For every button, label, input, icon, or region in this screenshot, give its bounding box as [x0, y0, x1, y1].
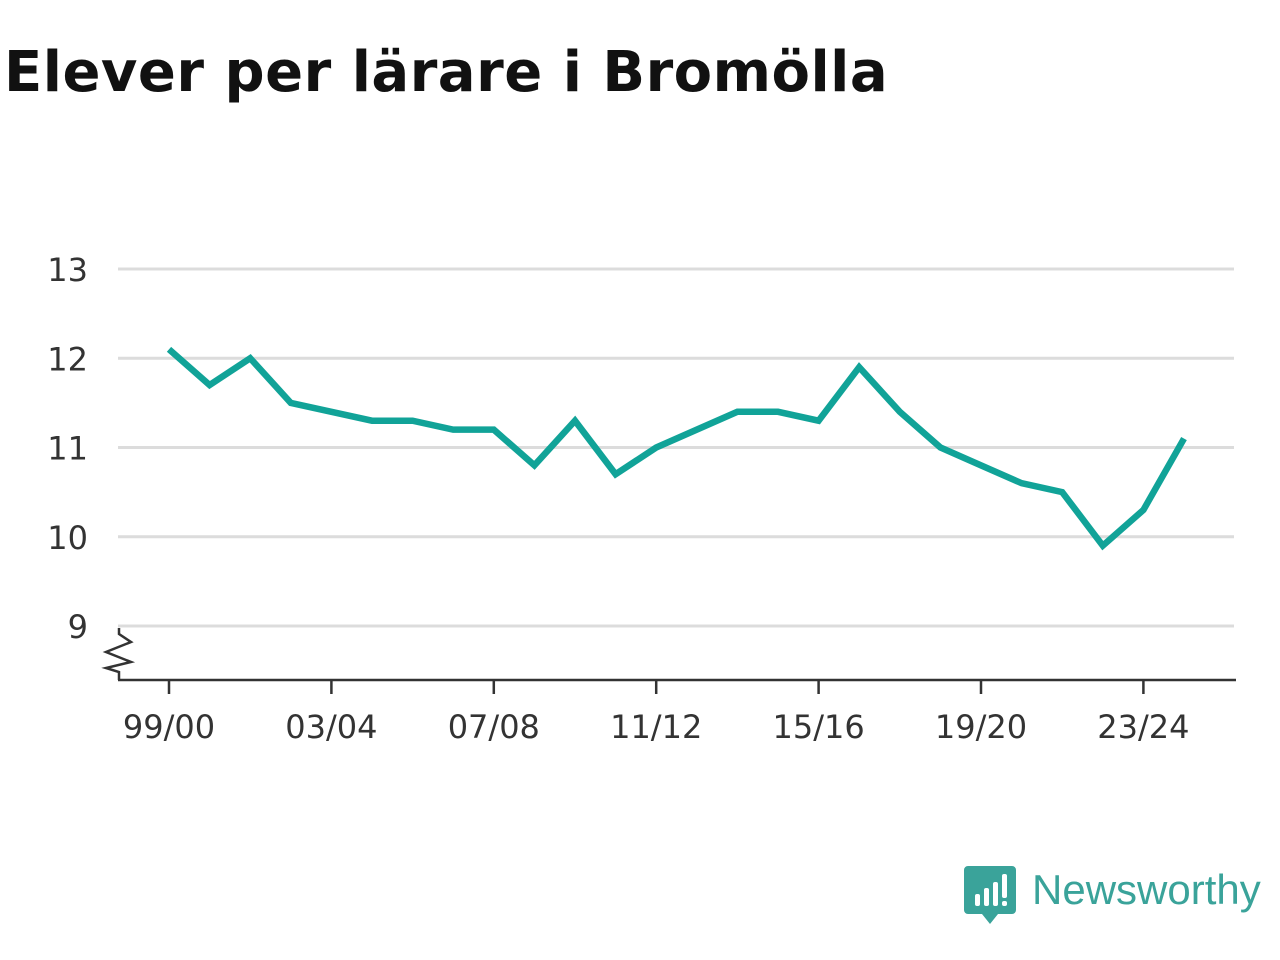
- x-tick-label-15-16: 15/16: [772, 708, 864, 746]
- x-tick-label-19-20: 19/20: [935, 708, 1027, 746]
- x-axis-ticks: 99/00 03/04 07/08 11/12 15/16 19/20 23/24: [123, 680, 1190, 746]
- x-axis: [101, 628, 1236, 682]
- y-tick-label-10: 10: [47, 519, 88, 557]
- newsworthy-logo: Newsworthy: [964, 864, 1264, 928]
- y-axis-break-symbol: [101, 628, 136, 680]
- newsworthy-logo-text: Newsworthy: [1032, 866, 1261, 913]
- y-tick-label-11: 11: [47, 430, 88, 468]
- y-axis-tick-labels: 9 10 11 12 13: [47, 251, 88, 646]
- x-tick-label-23-24: 23/24: [1097, 708, 1189, 746]
- y-tick-label-12: 12: [47, 340, 88, 378]
- series-group: [166, 346, 1187, 551]
- chart-title: Elever per lärare i Bromölla: [4, 40, 889, 105]
- y-tick-label-9: 9: [68, 608, 88, 646]
- x-tick-label-11-12: 11/12: [610, 708, 702, 746]
- x-tick-label-07-08: 07/08: [448, 708, 540, 746]
- x-tick-label-99-00: 99/00: [123, 708, 215, 746]
- series-line-1: [166, 346, 1187, 551]
- newsworthy-logo-icon: [964, 866, 1016, 924]
- x-tick-label-03-04: 03/04: [285, 708, 377, 746]
- grid-lines: [118, 267, 1234, 628]
- y-tick-label-13: 13: [47, 251, 88, 289]
